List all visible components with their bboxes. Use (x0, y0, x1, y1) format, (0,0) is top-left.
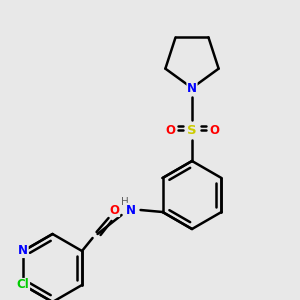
Text: O: O (165, 124, 175, 136)
Text: O: O (209, 124, 219, 136)
Text: O: O (110, 203, 120, 217)
Text: N: N (187, 82, 197, 94)
Text: N: N (126, 203, 136, 217)
Text: H: H (121, 197, 128, 207)
Text: Cl: Cl (17, 278, 29, 292)
Text: N: N (18, 244, 28, 257)
Text: S: S (187, 124, 197, 136)
